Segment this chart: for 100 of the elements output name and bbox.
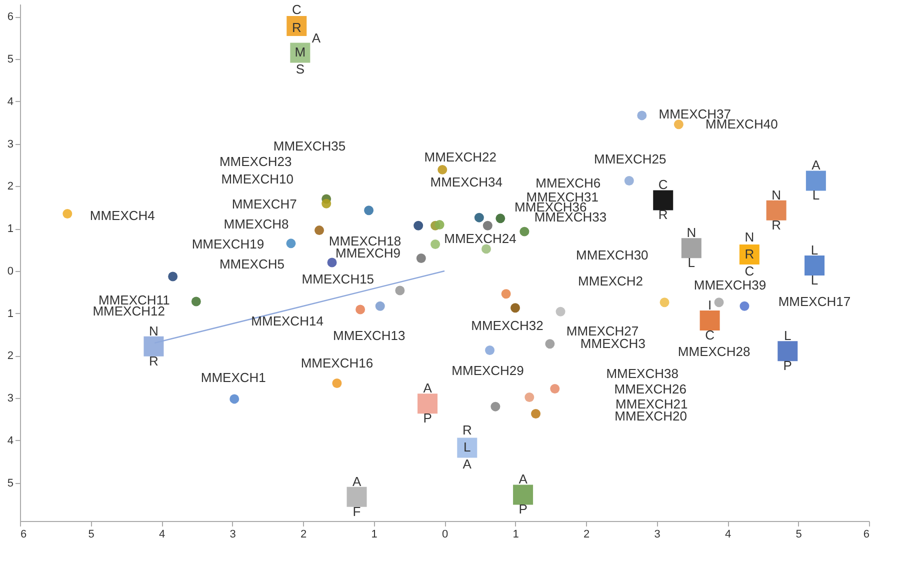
point (556, 306, 566, 316)
annotation: R (292, 20, 302, 36)
y-tick-label: 0 (7, 265, 14, 278)
annotation: L (784, 328, 792, 344)
annotation: MMEXCH1 (200, 370, 266, 385)
x-tick-label: 3 (654, 528, 660, 540)
point (513, 484, 534, 505)
annotation: R (744, 246, 754, 262)
point (700, 310, 720, 331)
annotation: MMEXCH2 (578, 273, 644, 288)
point (637, 110, 647, 120)
annotation: A (312, 30, 321, 46)
point (230, 394, 240, 404)
annotation: MMEXCH39 (694, 277, 766, 292)
annotation: MMEXCH8 (224, 216, 289, 232)
point (653, 190, 674, 210)
point (496, 214, 506, 224)
y-tick-label: 6 (7, 11, 14, 24)
point (414, 220, 424, 230)
annotation: L (464, 440, 471, 455)
point (418, 394, 438, 414)
x-tick-label: 3 (230, 528, 236, 540)
point (434, 220, 444, 230)
x-tick-label: 6 (863, 528, 870, 540)
point (438, 164, 448, 174)
annotation: MMEXCH35 (273, 138, 346, 154)
annotation: MMEXCH17 (778, 294, 851, 310)
y-tick-label: 4 (7, 434, 14, 447)
point (778, 341, 798, 362)
point (806, 170, 826, 191)
annotation: C (292, 2, 302, 18)
annotation: MMEXCH24 (444, 230, 516, 246)
annotation: A (518, 472, 528, 487)
y-tick-label: 5 (7, 477, 14, 490)
point (660, 298, 670, 308)
annotation: MMEXCH19 (192, 236, 264, 252)
annotation: MMEXCH9 (336, 246, 401, 260)
point (327, 258, 337, 268)
annotation: L (688, 255, 696, 270)
y-tick-label: 4 (7, 96, 14, 108)
point (524, 392, 534, 402)
annotation: P (518, 502, 528, 517)
point (766, 200, 786, 220)
point (356, 304, 366, 314)
annotation: MMEXCH32 (471, 318, 544, 333)
point (168, 272, 178, 282)
annotation: I (708, 298, 712, 313)
annotation: C (744, 263, 754, 278)
annotation: MMEXCH28 (678, 344, 750, 359)
annotation: A (462, 456, 472, 472)
point (510, 303, 520, 313)
annotation: M (294, 44, 306, 60)
point (332, 378, 342, 388)
annotation: A (423, 380, 432, 396)
point (395, 286, 405, 296)
y-tick-label: 1 (7, 308, 14, 320)
point (624, 176, 634, 186)
point (531, 409, 541, 419)
annotation: P (423, 410, 432, 426)
annotation: R (462, 422, 472, 438)
point (474, 212, 484, 222)
annotation: A (812, 158, 821, 173)
point (416, 254, 426, 263)
x-tick-label: 5 (796, 528, 802, 540)
annotation: F (352, 504, 361, 519)
point (430, 240, 440, 250)
annotation: MMEXCH13 (332, 328, 406, 344)
annotation: MMEXCH18 (328, 234, 402, 248)
annotation: MMEXCH38 (606, 366, 678, 382)
x-tick-label: 0 (442, 528, 448, 540)
y-tick-label: 2 (7, 350, 14, 362)
annotation: L (812, 188, 820, 203)
annotation: MMEXCH25 (594, 152, 666, 167)
annotation: MMEXCH23 (219, 154, 292, 170)
annotation: N (772, 187, 782, 202)
point (545, 339, 555, 349)
annotation: R (772, 217, 782, 232)
annotation: R (149, 353, 158, 368)
point (62, 209, 72, 218)
annotation: N (686, 225, 696, 240)
x-tick-label: 2 (583, 528, 590, 540)
annotation: MMEXCH7 (232, 196, 297, 212)
x-tick-label: 1 (371, 528, 378, 540)
annotation: MMEXCH30 (576, 247, 648, 262)
point (364, 206, 374, 216)
x-tick-label: 4 (724, 528, 732, 540)
annotation: L (810, 272, 818, 288)
point (520, 226, 530, 236)
point (740, 301, 750, 311)
point (550, 384, 560, 394)
point (286, 238, 296, 248)
point (490, 402, 500, 412)
annotation: N (149, 323, 158, 338)
annotation: MMEXCH15 (302, 271, 374, 286)
point (485, 345, 495, 355)
annotation: C (705, 328, 715, 343)
point (144, 336, 164, 356)
point (322, 198, 332, 208)
point (674, 120, 684, 130)
annotation: R (658, 207, 668, 222)
